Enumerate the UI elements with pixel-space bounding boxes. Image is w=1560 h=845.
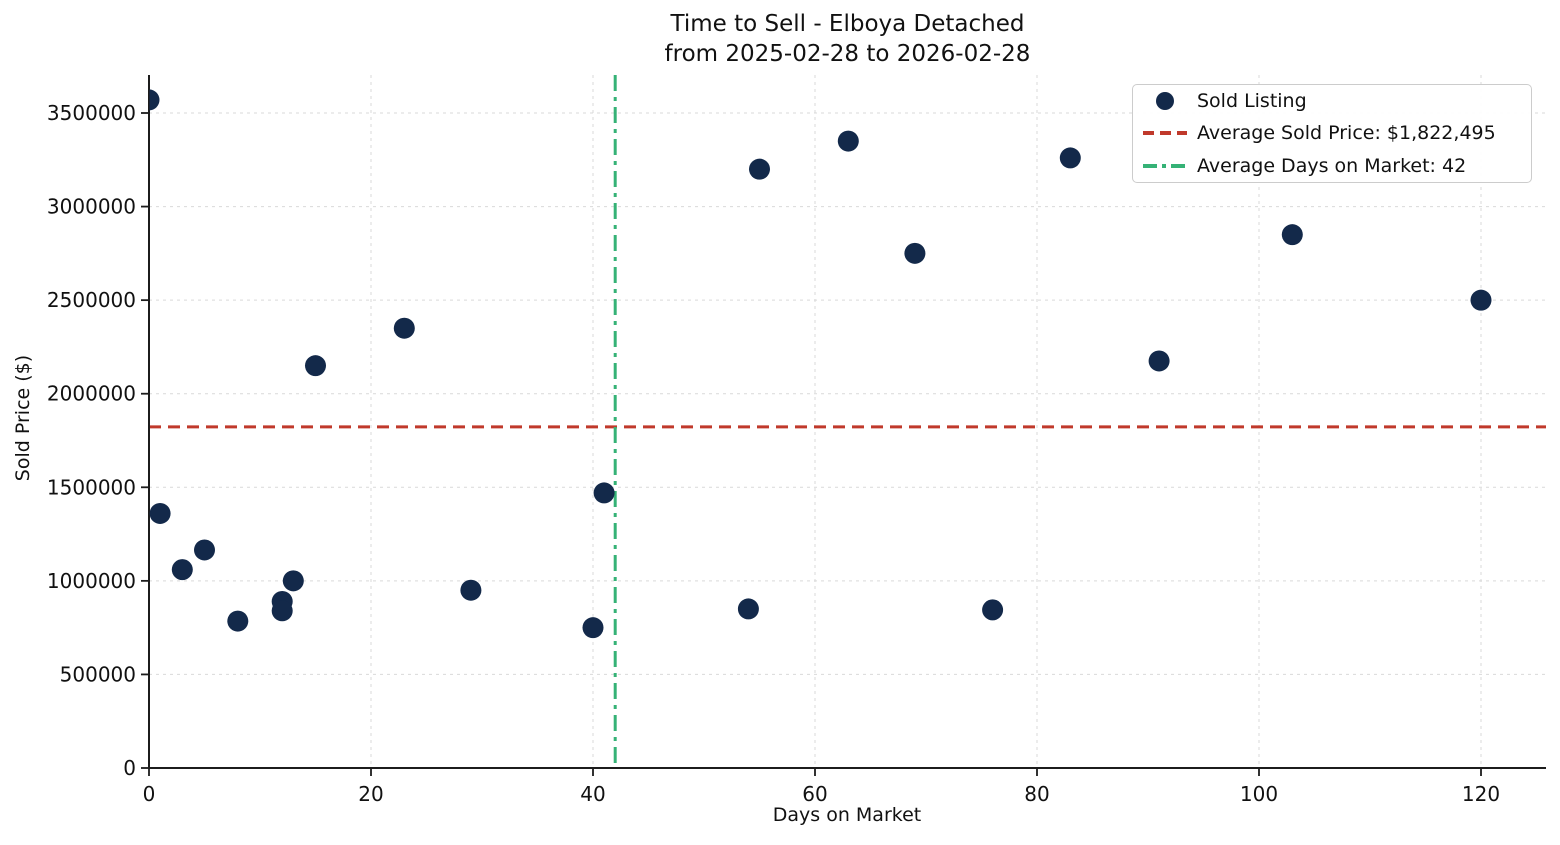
x-tick-label: 80 xyxy=(1024,782,1049,806)
x-tick-label: 40 xyxy=(580,782,605,806)
legend-label: Sold Listing xyxy=(1197,90,1307,113)
legend-item-average-sold-price: Average Sold Price: $1,822,495 xyxy=(1133,117,1531,149)
scatter-point xyxy=(1148,350,1170,372)
legend-label: Average Days on Market: 42 xyxy=(1197,154,1467,177)
scatter-point xyxy=(460,579,482,601)
scatter-point xyxy=(1281,224,1303,246)
scatter-point xyxy=(1059,147,1081,169)
x-tick-label: 120 xyxy=(1462,782,1500,806)
scatter-point xyxy=(171,559,193,581)
scatter-point xyxy=(393,317,415,339)
chart-title-line2: from 2025-02-28 to 2026-02-28 xyxy=(664,41,1031,67)
chart-title: Time to Sell - Elboya Detached from 2025… xyxy=(149,9,1546,69)
scatter-point xyxy=(837,130,859,152)
scatter-point xyxy=(305,355,326,377)
y-tick-label: 1000000 xyxy=(47,569,136,593)
scatter-point xyxy=(749,158,770,180)
scatter-point xyxy=(194,539,215,561)
y-tick-label: 500000 xyxy=(60,662,136,686)
dashed-line-marker-icon xyxy=(1133,123,1197,143)
scatter-point xyxy=(149,89,160,111)
legend-label: Average Sold Price: $1,822,495 xyxy=(1197,122,1496,145)
dashdot-line-marker-icon xyxy=(1133,156,1197,176)
scatter-point xyxy=(737,598,759,620)
scatter-point xyxy=(582,617,604,639)
y-tick-label: 3000000 xyxy=(47,195,136,219)
scatter-point xyxy=(282,570,304,592)
scatter-point xyxy=(271,600,293,622)
y-tick-label: 0 xyxy=(123,756,136,780)
y-tick-label: 3500000 xyxy=(47,101,136,125)
x-tick-label: 20 xyxy=(358,782,383,806)
chart-title-line1: Time to Sell - Elboya Detached xyxy=(670,11,1025,37)
x-axis-label: Days on Market xyxy=(772,804,922,826)
legend: Sold Listing Average Sold Price: $1,822,… xyxy=(1132,84,1532,183)
x-tick-label: 100 xyxy=(1240,782,1278,806)
y-axis-label: Sold Price ($) xyxy=(12,354,34,482)
dot-marker-icon xyxy=(1133,91,1197,111)
y-tick-label: 2000000 xyxy=(47,382,136,406)
scatter-point xyxy=(593,482,615,504)
x-tick-label: 0 xyxy=(143,782,156,806)
y-tick-label: 1500000 xyxy=(47,475,136,499)
scatter-point xyxy=(149,502,171,524)
y-tick-label: 2500000 xyxy=(47,288,136,312)
scatter-point xyxy=(1470,289,1492,311)
legend-item-sold-listing: Sold Listing xyxy=(1133,85,1531,117)
scatter-point xyxy=(227,610,249,632)
legend-item-average-days-on-market: Average Days on Market: 42 xyxy=(1133,150,1531,182)
x-tick-label: 60 xyxy=(802,782,827,806)
scatter-point xyxy=(982,599,1004,621)
scatter-point xyxy=(904,242,926,264)
